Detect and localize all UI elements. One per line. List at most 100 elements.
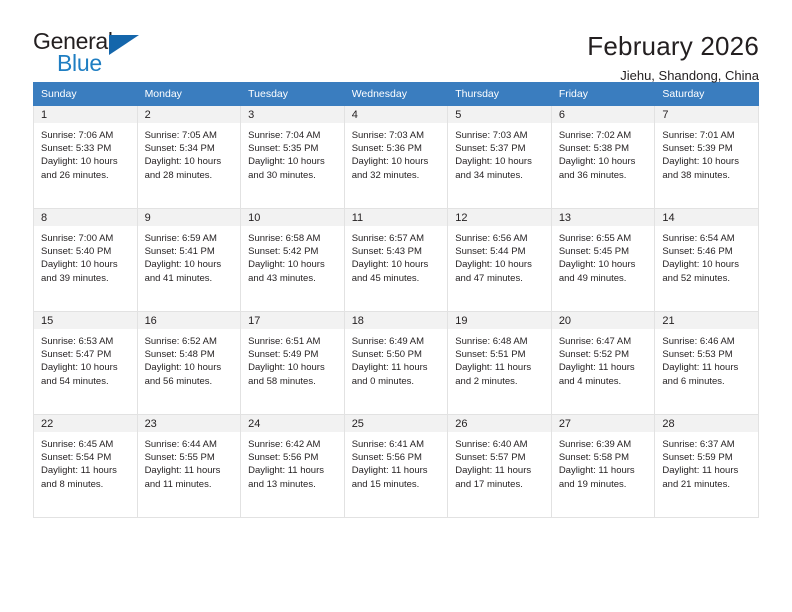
sunrise-text: Sunrise: 6:46 AM [662,336,735,347]
sunset-text: Sunset: 5:47 PM [41,349,112,361]
day-number: 9 [137,209,241,226]
calendar-day-cell[interactable]: 14 Sunrise: 6:54 AM Sunset: 5:46 PM Dayligh… [654,208,759,312]
calendar-day-cell[interactable]: 11 Sunrise: 6:57 AM Sunset: 5:43 PM Dayligh… [343,208,449,312]
daylight-text-line2: and 2 minutes. [455,375,518,387]
weekday-header-tuesday: Tuesday [240,82,345,106]
calendar-day-cell[interactable]: 15 Sunrise: 6:53 AM Sunset: 5:47 PM Dayligh… [33,311,138,415]
calendar-day-cell[interactable]: 28 Sunrise: 6:37 AM Sunset: 5:59 PM Dayligh… [654,414,759,518]
day-details: Sunrise: 6:49 AM Sunset: 5:50 PM Daylight:… [345,329,448,388]
daylight-text-line2: and 58 minutes. [248,375,316,387]
calendar-body: 1 Sunrise: 7:06 AM Sunset: 5:33 PM Daylight… [33,105,759,518]
calendar-day-cell[interactable]: 7 Sunrise: 7:01 AM Sunset: 5:39 PM Daylight… [654,105,759,209]
day-cell-content: 13 Sunrise: 6:55 AM Sunset: 5:45 PM Dayligh… [551,209,655,311]
daylight-text-line2: and 28 minutes. [144,169,213,181]
daylight-text-line1: Daylight: 11 hours [662,362,739,374]
daylight-text-line2: and 41 minutes. [144,272,213,284]
daylight-text-line2: and 11 minutes. [144,478,212,490]
sunrise-text: Sunrise: 6:59 AM [144,233,217,244]
calendar-day-cell[interactable]: 10 Sunrise: 6:58 AM Sunset: 5:42 PM Dayligh… [240,208,345,312]
calendar-day-cell[interactable]: 8 Sunrise: 7:00 AM Sunset: 5:40 PM Daylight… [33,208,138,312]
sunrise-text: Sunrise: 6:45 AM [41,439,114,450]
daylight-text-line1: Daylight: 11 hours [455,362,532,374]
daylight-text-line1: Daylight: 10 hours [455,156,532,168]
calendar-day-cell[interactable]: 25 Sunrise: 6:41 AM Sunset: 5:56 PM Dayligh… [343,414,449,518]
sunset-text: Sunset: 5:33 PM [41,143,112,155]
daylight-text-line2: and 32 minutes. [351,169,420,181]
brand-logo[interactable]: General Blue [33,30,143,82]
weekday-header-friday: Friday [550,82,656,106]
daylight-text-line2: and 0 minutes. [351,375,415,387]
day-cell-content: 19 Sunrise: 6:48 AM Sunset: 5:51 PM Dayligh… [448,312,551,414]
calendar-day-cell[interactable]: 17 Sunrise: 6:51 AM Sunset: 5:49 PM Dayligh… [240,311,345,415]
calendar-day-cell[interactable]: 18 Sunrise: 6:49 AM Sunset: 5:50 PM Dayligh… [343,311,449,415]
calendar-day-cell[interactable]: 19 Sunrise: 6:48 AM Sunset: 5:51 PM Dayligh… [447,311,552,415]
calendar-day-cell[interactable]: 21 Sunrise: 6:46 AM Sunset: 5:53 PM Dayligh… [654,311,759,415]
page-title: February 2026 [587,31,759,61]
day-details: Sunrise: 6:45 AM Sunset: 5:54 PM Daylight:… [34,432,137,491]
day-number: 24 [241,415,344,432]
day-number: 7 [655,106,758,123]
day-cell-content: 26 Sunrise: 6:40 AM Sunset: 5:57 PM Dayligh… [448,415,551,517]
sunset-text: Sunset: 5:48 PM [144,349,215,361]
day-cell-content: 20 Sunrise: 6:47 AM Sunset: 5:52 PM Dayligh… [551,312,655,414]
sunset-text: Sunset: 5:39 PM [662,143,733,155]
day-details: Sunrise: 6:47 AM Sunset: 5:52 PM Daylight:… [552,329,655,388]
daylight-text-line2: and 39 minutes. [41,272,109,284]
daylight-text-line2: and 19 minutes. [558,478,627,490]
day-details: Sunrise: 6:44 AM Sunset: 5:55 PM Daylight:… [138,432,241,491]
day-cell-content: 11 Sunrise: 6:57 AM Sunset: 5:43 PM Dayligh… [344,209,448,311]
sunrise-text: Sunrise: 6:47 AM [558,336,632,347]
daylight-text-line1: Daylight: 10 hours [41,156,118,168]
daylight-text-line2: and 45 minutes. [351,272,420,284]
calendar-day-cell[interactable]: 5 Sunrise: 7:03 AM Sunset: 5:37 PM Daylight… [447,105,552,209]
day-details: Sunrise: 6:55 AM Sunset: 5:45 PM Daylight:… [552,226,655,285]
day-number: 11 [344,209,448,226]
day-details: Sunrise: 6:41 AM Sunset: 5:56 PM Daylight:… [345,432,448,491]
day-details: Sunrise: 6:56 AM Sunset: 5:44 PM Daylight:… [448,226,551,285]
daylight-text-line1: Daylight: 10 hours [558,156,636,168]
daylight-text-line2: and 52 minutes. [662,272,730,284]
day-details: Sunrise: 6:53 AM Sunset: 5:47 PM Daylight:… [34,329,137,388]
daylight-text-line2: and 54 minutes. [41,375,109,387]
calendar-day-cell[interactable]: 16 Sunrise: 6:52 AM Sunset: 5:48 PM Dayligh… [136,311,242,415]
calendar-day-cell[interactable]: 13 Sunrise: 6:55 AM Sunset: 5:45 PM Dayligh… [550,208,656,312]
sunset-text: Sunset: 5:35 PM [248,143,319,155]
calendar-day-cell[interactable]: 27 Sunrise: 6:39 AM Sunset: 5:58 PM Dayligh… [550,414,656,518]
daylight-text-line2: and 43 minutes. [248,272,316,284]
weekday-header-wednesday: Wednesday [343,82,449,106]
calendar-day-cell[interactable]: 2 Sunrise: 7:05 AM Sunset: 5:34 PM Daylight… [136,105,242,209]
daylight-text-line2: and 49 minutes. [558,272,627,284]
calendar-day-cell[interactable]: 4 Sunrise: 7:03 AM Sunset: 5:36 PM Daylight… [343,105,449,209]
sunrise-text: Sunrise: 6:48 AM [455,336,528,347]
calendar-day-cell[interactable]: 6 Sunrise: 7:02 AM Sunset: 5:38 PM Daylight… [550,105,656,209]
sunset-text: Sunset: 5:37 PM [455,143,526,155]
calendar-day-cell[interactable]: 24 Sunrise: 6:42 AM Sunset: 5:56 PM Dayligh… [240,414,345,518]
sunset-text: Sunset: 5:51 PM [455,349,526,361]
sunset-text: Sunset: 5:42 PM [248,246,319,258]
daylight-text-line2: and 8 minutes. [41,478,104,490]
calendar-day-cell[interactable]: 26 Sunrise: 6:40 AM Sunset: 5:57 PM Dayligh… [447,414,552,518]
day-number: 22 [34,415,137,432]
daylight-text-line1: Daylight: 10 hours [455,259,532,271]
calendar-day-cell[interactable]: 1 Sunrise: 7:06 AM Sunset: 5:33 PM Daylight… [33,105,138,209]
sunset-text: Sunset: 5:52 PM [558,349,630,361]
calendar-day-cell[interactable]: 23 Sunrise: 6:44 AM Sunset: 5:55 PM Dayligh… [136,414,242,518]
day-details: Sunrise: 6:42 AM Sunset: 5:56 PM Daylight:… [241,432,344,491]
sunrise-text: Sunrise: 6:54 AM [662,233,735,244]
calendar-day-cell[interactable]: 22 Sunrise: 6:45 AM Sunset: 5:54 PM Dayligh… [33,414,138,518]
sunrise-text: Sunrise: 6:42 AM [248,439,321,450]
daylight-text-line1: Daylight: 10 hours [144,156,222,168]
calendar-day-cell[interactable]: 3 Sunrise: 7:04 AM Sunset: 5:35 PM Daylight… [240,105,345,209]
calendar-day-cell[interactable]: 9 Sunrise: 6:59 AM Sunset: 5:41 PM Daylight… [136,208,242,312]
daylight-text-line2: and 17 minutes. [455,478,523,490]
calendar-day-cell[interactable]: 12 Sunrise: 6:56 AM Sunset: 5:44 PM Dayligh… [447,208,552,312]
daylight-text-line2: and 36 minutes. [558,169,627,181]
sunset-text: Sunset: 5:56 PM [248,452,319,464]
sunset-text: Sunset: 5:49 PM [248,349,319,361]
daylight-text-line2: and 34 minutes. [455,169,523,181]
sunset-text: Sunset: 5:56 PM [351,452,422,464]
weekday-header-sunday: Sunday [33,82,138,106]
daylight-text-line1: Daylight: 10 hours [41,259,118,271]
calendar-day-cell[interactable]: 20 Sunrise: 6:47 AM Sunset: 5:52 PM Dayligh… [550,311,656,415]
day-cell-content: 24 Sunrise: 6:42 AM Sunset: 5:56 PM Dayligh… [241,415,344,517]
